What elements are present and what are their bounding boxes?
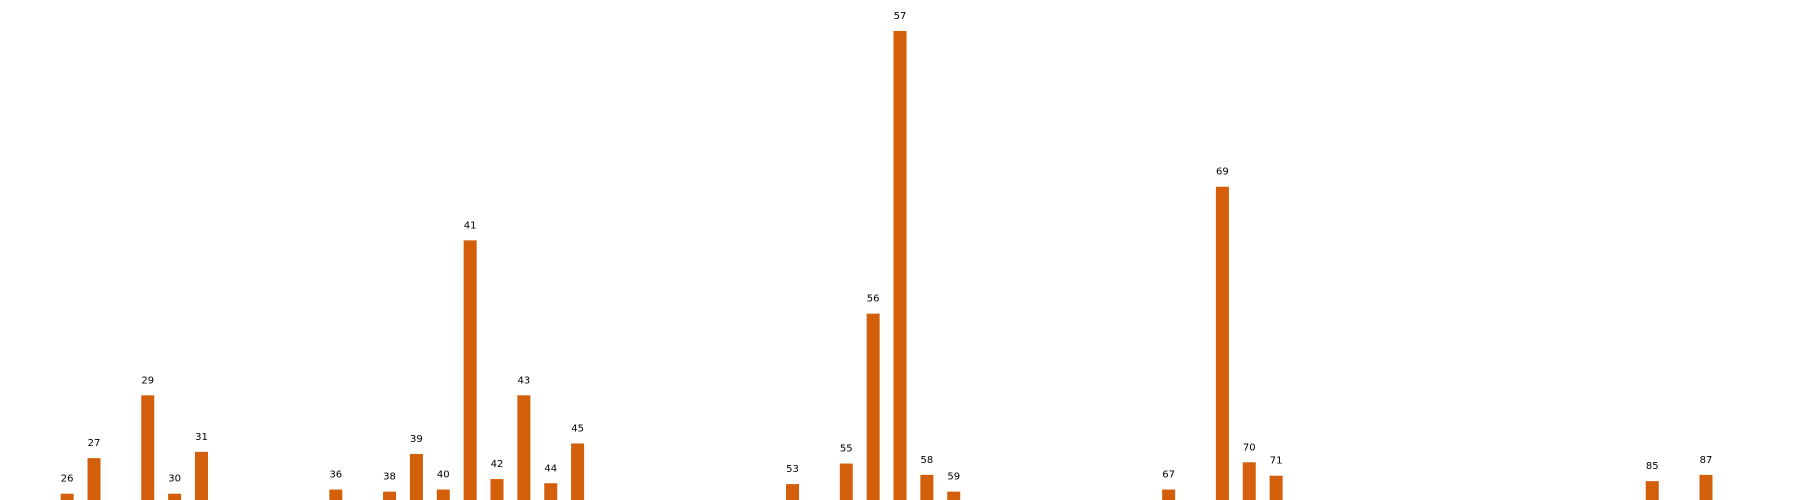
bar-label-26: 26	[61, 474, 74, 485]
bar-70	[1242, 462, 1256, 500]
bar-85	[1645, 481, 1659, 500]
bar-label-43: 43	[518, 375, 531, 386]
bar-label-31: 31	[195, 432, 208, 443]
bar-label-70: 70	[1243, 442, 1256, 453]
bar-40	[436, 489, 450, 500]
bar-label-40: 40	[437, 470, 450, 481]
bar-39	[409, 453, 423, 500]
bar-label-42: 42	[491, 459, 504, 470]
bar-label-58: 58	[921, 455, 934, 466]
bar-44	[544, 483, 558, 500]
bar-53	[786, 484, 800, 500]
bar-59	[947, 491, 961, 500]
bar-29	[141, 395, 155, 500]
bar-label-59: 59	[947, 472, 960, 483]
bar-43	[517, 395, 531, 500]
bar-87	[1699, 474, 1713, 500]
bar-label-87: 87	[1700, 455, 1713, 466]
bar-label-29: 29	[141, 375, 154, 386]
bar-label-41: 41	[464, 220, 477, 231]
bar-58	[920, 474, 934, 500]
bar-27	[87, 458, 101, 500]
bar-45	[571, 443, 585, 500]
bar-67	[1162, 489, 1176, 500]
bar-56	[866, 313, 880, 500]
bar-label-36: 36	[329, 470, 342, 481]
bar-42	[490, 479, 504, 500]
bar-30	[168, 493, 182, 500]
bar-label-39: 39	[410, 434, 423, 445]
bar-label-57: 57	[894, 11, 907, 22]
bar-label-27: 27	[88, 438, 101, 449]
bar-71	[1269, 475, 1283, 500]
bar-55	[839, 463, 853, 500]
bar-label-38: 38	[383, 472, 396, 483]
bar-label-56: 56	[867, 294, 880, 305]
bar-label-53: 53	[786, 464, 799, 475]
bar-26	[60, 493, 74, 500]
bar-label-85: 85	[1646, 461, 1659, 472]
bar-label-67: 67	[1162, 470, 1175, 481]
bars-group	[60, 30, 1713, 500]
bar-57	[893, 30, 907, 500]
bar-label-44: 44	[544, 463, 557, 474]
bar-label-30: 30	[168, 474, 181, 485]
bar-label-69: 69	[1216, 167, 1229, 178]
labels-group: 26 27 29 30 31 36 38 39 40 41 42 43 44 45 53 55 56 57 58 59…	[61, 11, 1713, 485]
bar-label-45: 45	[571, 423, 584, 434]
bar-label-71: 71	[1270, 456, 1283, 467]
bar-41	[463, 240, 477, 500]
bar-31	[194, 451, 208, 500]
bar-label-55: 55	[840, 444, 853, 455]
bar-69	[1215, 186, 1229, 500]
bar-38	[383, 491, 397, 500]
bar-36	[329, 489, 343, 500]
